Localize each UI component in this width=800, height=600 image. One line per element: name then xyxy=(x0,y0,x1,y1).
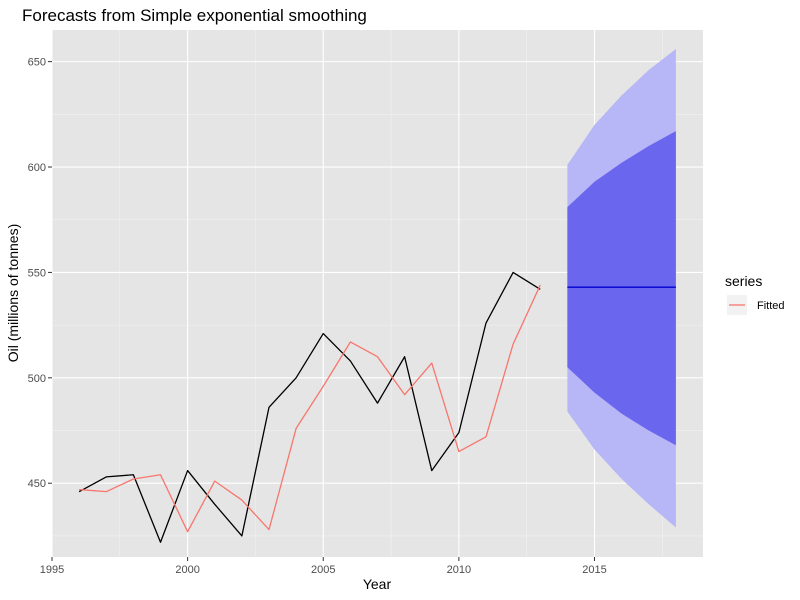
series-line-fitted xyxy=(79,284,541,533)
y-tick-label: 650 xyxy=(28,57,46,69)
y-tick-label: 550 xyxy=(28,267,46,279)
x-axis-title: Year xyxy=(363,576,392,592)
legend-title: series xyxy=(725,273,762,289)
x-tick-label: 1995 xyxy=(40,564,64,576)
x-tick-label: 2005 xyxy=(311,564,335,576)
y-tick-label: 600 xyxy=(28,162,46,174)
x-tick-label: 2010 xyxy=(447,564,471,576)
chart-title: Forecasts from Simple exponential smooth… xyxy=(22,6,367,25)
forecast-band-80 xyxy=(567,131,676,446)
legend: series Fitted xyxy=(725,273,785,315)
series-lines xyxy=(78,271,676,543)
series-line-observed xyxy=(78,271,541,543)
y-axis: 450 500 550 600 650 xyxy=(28,57,52,490)
legend-label-fitted: Fitted xyxy=(757,300,785,312)
y-axis-title: Oil (millions of tonnes) xyxy=(5,224,21,363)
x-tick-label: 2015 xyxy=(582,564,606,576)
y-tick-label: 450 xyxy=(28,478,46,490)
y-tick-label: 500 xyxy=(28,373,46,385)
x-tick-label: 2000 xyxy=(175,564,199,576)
forecast-intervals xyxy=(567,48,676,528)
x-axis: 1995 2000 2005 2010 2015 xyxy=(40,557,607,576)
